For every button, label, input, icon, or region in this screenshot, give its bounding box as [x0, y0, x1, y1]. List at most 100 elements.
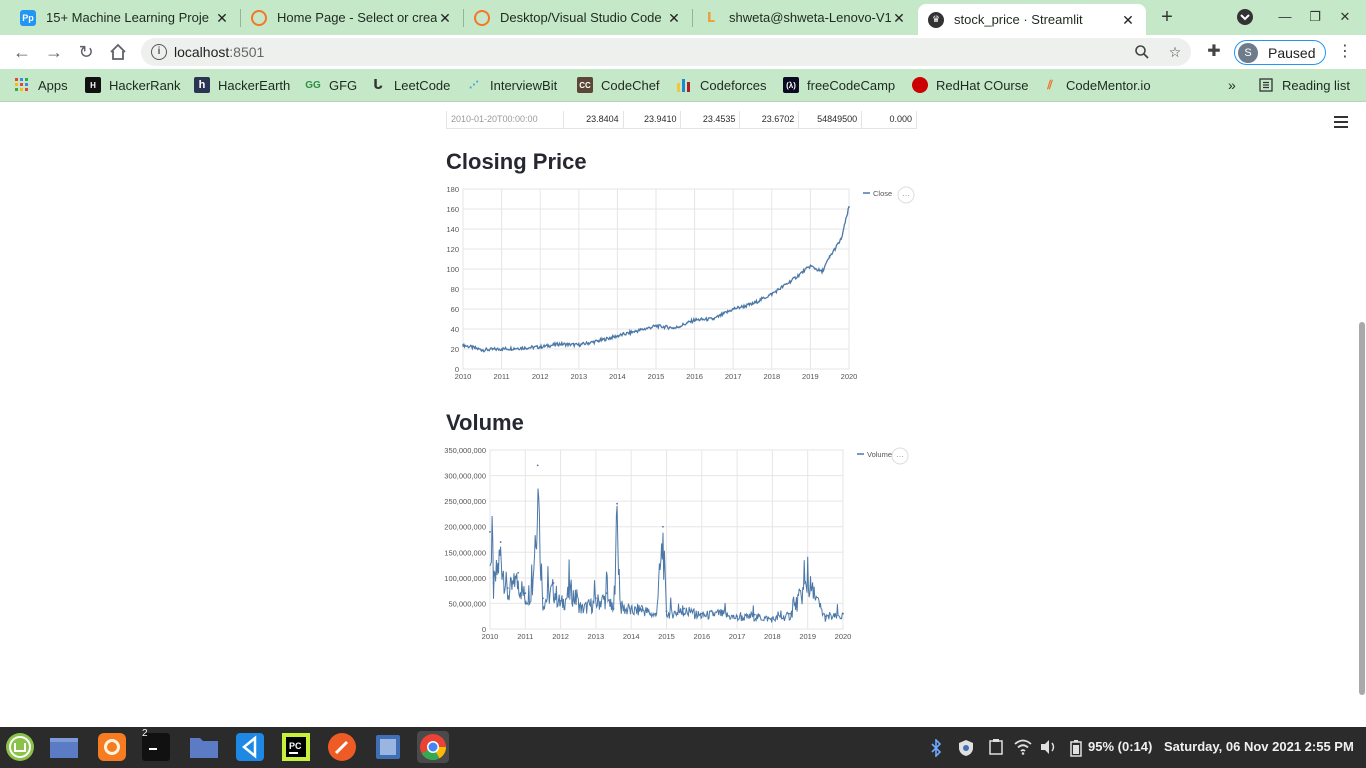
clock[interactable]: Saturday, 06 Nov 2021 2:55 PM: [1164, 739, 1354, 754]
pycharm-icon[interactable]: PC: [280, 731, 312, 763]
y-tick-label: 160: [446, 205, 459, 214]
new-tab-button[interactable]: +: [1161, 6, 1173, 28]
freecodecamp-icon: (λ): [783, 77, 799, 93]
reload-icon[interactable]: ↻: [78, 42, 94, 62]
y-tick-label: 40: [451, 325, 459, 334]
url-text[interactable]: localhost:8501: [174, 44, 264, 60]
x-tick-label: 2018: [763, 372, 780, 381]
show-desktop-icon[interactable]: [48, 731, 80, 763]
postman-icon[interactable]: [326, 731, 358, 763]
site-info-icon[interactable]: i: [151, 44, 167, 60]
chrome-icon[interactable]: [417, 731, 449, 763]
interviewbit-icon: ⋰: [469, 79, 479, 91]
bookmark-hackerearth[interactable]: h HackerEarth: [194, 76, 290, 94]
close-icon[interactable]: ✕: [893, 9, 905, 26]
home-icon[interactable]: [106, 40, 130, 64]
closing-price-chart[interactable]: 0 20 40 60 80 100 120 140 160 180 2010 2011 2012 2013…: [440, 184, 920, 384]
bookmark-codementor[interactable]: ⫽ CodeMentor.io: [1042, 76, 1150, 94]
data-point: [821, 271, 823, 273]
data-point: [462, 344, 464, 346]
data-point: [736, 615, 738, 618]
chart-actions-button[interactable]: [891, 447, 909, 465]
legend-label: Volume: [867, 450, 892, 459]
shield-icon[interactable]: [958, 739, 974, 756]
tab-terminal[interactable]: ᒪ shweta@shweta-Lenovo-V1 ✕: [693, 0, 917, 35]
tab-title: stock_price · Streamlit: [954, 12, 1083, 27]
terminal-icon: ᒪ: [706, 9, 716, 25]
vscode-icon[interactable]: [234, 731, 266, 763]
bookmark-freecodecamp[interactable]: (λ) freeCodeCamp: [783, 76, 895, 94]
bookmark-interviewbit[interactable]: ⋰ InterviewBit: [466, 76, 557, 94]
leetcode-icon: ᒐ: [373, 77, 383, 92]
apps-grid-icon: [14, 77, 30, 93]
close-icon[interactable]: ✕: [439, 9, 451, 26]
close-icon[interactable]: ✕: [668, 9, 680, 26]
volume-chart[interactable]: 0 50,000,000 100,000,000 150,000,000 200,000…: [440, 445, 920, 645]
forward-icon[interactable]: →: [45, 42, 63, 62]
data-point: [506, 587, 509, 589]
close-icon[interactable]: ✕: [216, 9, 228, 26]
bookmark-redhat[interactable]: RedHat COurse: [912, 76, 1028, 94]
tab-search-icon[interactable]: [1236, 8, 1254, 26]
minimize-icon[interactable]: —: [1278, 9, 1292, 24]
maximize-icon[interactable]: ❐: [1309, 9, 1321, 24]
tab-jupyter-desktop[interactable]: Desktop/Visual Studio Code ✕: [464, 0, 692, 35]
bookmark-codechef[interactable]: CC CodeChef: [577, 76, 660, 94]
streamlit-page[interactable]: 2010-01-20T00:00:00 23.8404 23.9410 23.4…: [0, 102, 1366, 727]
data-point: [828, 256, 831, 258]
hackerrank-icon: H: [85, 77, 101, 93]
virtualbox-icon[interactable]: [372, 731, 404, 763]
chart-actions-button[interactable]: [897, 186, 915, 204]
data-point: [536, 464, 539, 467]
bluetooth-icon[interactable]: [928, 738, 944, 758]
bookmark-reading-list[interactable]: Reading list: [1258, 76, 1350, 94]
back-icon[interactable]: ←: [13, 42, 31, 62]
data-point: [770, 293, 773, 295]
mint-menu-icon[interactable]: [4, 731, 36, 763]
x-tick-label: 2014: [609, 372, 626, 381]
hamburger-menu-icon[interactable]: [1334, 116, 1348, 128]
data-point: [771, 616, 774, 619]
data-point: [806, 574, 809, 577]
address-bar[interactable]: i localhost:8501 ☆: [141, 38, 1191, 66]
data-point: [718, 610, 721, 612]
close-window-icon[interactable]: ✕: [1339, 9, 1351, 24]
profile-button[interactable]: S Paused: [1234, 40, 1326, 65]
bookmark-hackerrank[interactable]: H HackerRank: [85, 76, 181, 94]
firefox-icon[interactable]: [96, 731, 128, 763]
tab-jupyter-home[interactable]: Home Page - Select or creat ✕: [241, 0, 463, 35]
battery-status: 95% (0:14): [1088, 739, 1153, 754]
x-tick-label: 2013: [588, 632, 605, 641]
zoom-search-icon[interactable]: [1134, 44, 1150, 60]
kebab-menu-icon[interactable]: ⋮: [1337, 43, 1353, 60]
tab-ml-projects[interactable]: Pp 15+ Machine Learning Proje ✕: [10, 0, 240, 35]
data-point: [577, 344, 580, 346]
battery-icon[interactable]: [1068, 739, 1084, 757]
tab-streamlit[interactable]: ♛ stock_price · Streamlit ✕: [918, 4, 1146, 35]
page-scrollbar[interactable]: [1358, 102, 1366, 727]
bookmarks-overflow-icon[interactable]: »: [1228, 77, 1236, 93]
y-tick-label: 180: [446, 185, 459, 194]
close-icon[interactable]: ✕: [1122, 11, 1134, 28]
wifi-icon[interactable]: [1014, 739, 1032, 755]
bookmark-leetcode[interactable]: ᒐ LeetCode: [370, 76, 450, 94]
bookmark-label: InterviewBit: [490, 77, 558, 93]
files-icon[interactable]: [188, 731, 220, 763]
scrollbar-thumb[interactable]: [1359, 322, 1365, 695]
tab-separator: [692, 9, 693, 27]
tab-title: 15+ Machine Learning Proje: [46, 10, 209, 25]
clipboard-icon[interactable]: [988, 739, 1004, 755]
gfg-icon: GG: [305, 79, 321, 91]
bookmark-apps[interactable]: Apps: [14, 76, 68, 94]
avatar: S: [1238, 42, 1258, 63]
bookmark-label: freeCodeCamp: [807, 77, 896, 93]
series-line: [489, 488, 844, 623]
bookmark-star-icon[interactable]: ☆: [1168, 44, 1182, 60]
volume-icon[interactable]: [1040, 739, 1056, 755]
bookmark-codeforces[interactable]: Codeforces: [676, 76, 766, 94]
extensions-icon[interactable]: ✚: [1207, 43, 1221, 60]
bookmark-gfg[interactable]: GG GFG: [305, 76, 357, 94]
y-tick-label: 0: [455, 365, 459, 374]
terminal-icon[interactable]: 2: [140, 728, 172, 763]
data-point: [732, 308, 735, 310]
